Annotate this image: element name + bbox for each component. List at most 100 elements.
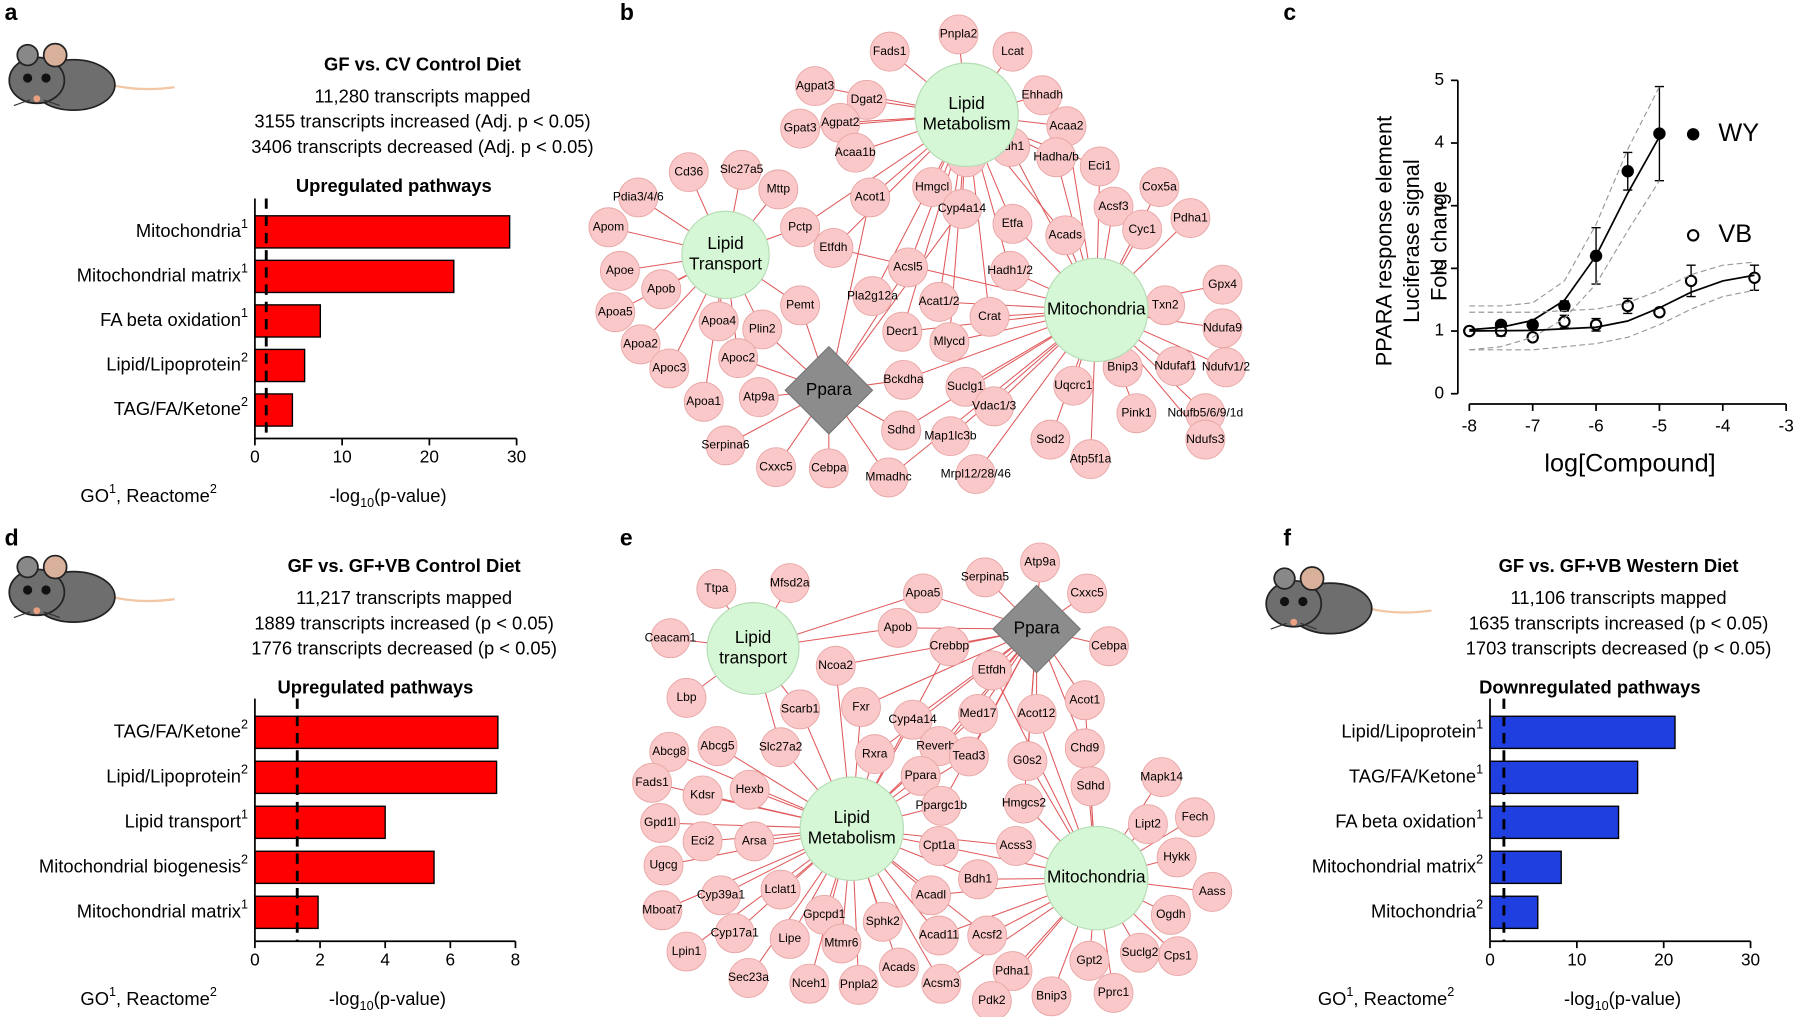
gene-node <box>921 963 962 1004</box>
hub-node <box>1044 257 1149 363</box>
gene-label: Etfdh <box>819 240 847 254</box>
text-sup: 1 <box>1346 985 1353 999</box>
gene-node <box>1045 215 1086 256</box>
fit-curve <box>1469 136 1661 331</box>
gene-node <box>1007 741 1048 782</box>
bar <box>254 850 435 885</box>
gene-label: Slc27a5 <box>720 162 764 176</box>
hub-label: Mitochondria <box>1047 298 1146 318</box>
text-part: Mitochondria <box>136 220 242 241</box>
category-label: Mitochondrial biogenesis2 <box>39 853 248 877</box>
pathway-heading: Downregulated pathways <box>1479 677 1700 698</box>
gene-label: Pnpla2 <box>840 977 878 991</box>
subtitle: 1635 transcripts increased (p < 0.05) <box>1469 612 1769 633</box>
x-tick-label: -4 <box>1715 416 1731 436</box>
x-tick-label: -6 <box>1588 416 1603 436</box>
gene-node <box>955 454 996 495</box>
gene-label: Bnip3 <box>1107 360 1138 374</box>
gene-label: Cyp4a14 <box>938 201 987 215</box>
gene-node <box>1150 894 1191 935</box>
text-sup: 1 <box>241 217 248 231</box>
gene-label: Bnip3 <box>1036 989 1067 1003</box>
text-sup: 2 <box>241 853 248 867</box>
category-label: Lipid/Lipoprotein2 <box>106 351 248 375</box>
gene-node <box>729 769 770 810</box>
category-label: FA beta oxidation1 <box>1335 808 1483 832</box>
y-tick-label: 4 <box>1435 132 1445 152</box>
text-sup: 1 <box>1476 763 1483 777</box>
gene-label: Plin2 <box>749 322 776 336</box>
gene-node <box>789 963 830 1004</box>
gene-label: Vdac1/3 <box>972 399 1017 413</box>
text-sup: 2 <box>1476 898 1483 912</box>
text-part: Lipid/Lipoprotein <box>106 353 241 374</box>
gene-node <box>919 825 959 866</box>
category-label: Mitochondrial matrix1 <box>77 898 248 922</box>
gene-node <box>698 301 739 342</box>
category-label: TAG/FA/Ketone2 <box>114 718 248 742</box>
category-label: Mitochondria2 <box>1371 898 1483 922</box>
text-sup: 1 <box>109 985 116 999</box>
gene-node <box>1070 439 1111 480</box>
y-axis-label: PPARA response element <box>1371 116 1396 366</box>
gene-label: Dgat2 <box>851 92 883 106</box>
legend-marker <box>1686 229 1700 242</box>
gene-node <box>971 650 1012 691</box>
gene-label: Hykk <box>1163 850 1191 864</box>
category-label: Mitochondrial matrix2 <box>1312 853 1483 877</box>
gene-label: Acsf3 <box>1098 199 1128 213</box>
gene-node <box>869 31 910 72</box>
gene-label: Rxra <box>862 746 888 760</box>
gene-node <box>852 276 893 317</box>
bar <box>254 393 294 427</box>
bar <box>254 259 455 294</box>
category-label: Lipid/Lipoprotein1 <box>1341 718 1483 742</box>
y-tick-label: 2 <box>1435 257 1445 277</box>
gene-label: Lipe <box>778 931 801 945</box>
panel-label: a <box>5 0 18 25</box>
panel-label: b <box>620 0 634 25</box>
gene-node <box>599 250 640 291</box>
gene-node <box>760 727 801 768</box>
hub-node <box>1044 825 1149 931</box>
gene-label: Eci2 <box>691 834 715 848</box>
bar <box>254 715 499 750</box>
gene-label: Cebpa <box>811 461 847 475</box>
gene-label: Pprc1 <box>1098 985 1130 999</box>
gene-label: Sod2 <box>1036 432 1064 446</box>
gene-node <box>912 167 953 208</box>
gene-node <box>1116 393 1157 434</box>
gene-label: Gpat3 <box>784 121 817 135</box>
gene-label: Lipt2 <box>1135 816 1161 830</box>
gene-node <box>642 890 683 931</box>
panel-label: f <box>1283 525 1291 551</box>
gene-node <box>1202 264 1243 305</box>
gene-label: Ndufv1/2 <box>1202 360 1251 374</box>
gene-label: Ndufs3 <box>1186 432 1224 446</box>
gene-label: Fads1 <box>873 44 907 58</box>
gene-node <box>841 687 881 728</box>
gene-node <box>643 845 684 886</box>
gene-label: Acot1 <box>1069 692 1100 706</box>
gene-node <box>758 169 799 210</box>
gene-node <box>632 762 673 803</box>
gene-label: Acads <box>1049 227 1082 241</box>
hub-node <box>992 584 1082 674</box>
gene-node <box>815 645 856 686</box>
text-sup: 1 <box>1476 808 1483 822</box>
bar <box>254 895 319 930</box>
gene-node <box>1141 757 1182 798</box>
gene-label: Apoa1 <box>686 394 721 408</box>
gene-node <box>1122 209 1163 250</box>
gene-label: Mlycd <box>934 334 965 348</box>
gene-node <box>919 281 959 322</box>
text-part: Mitochondrial matrix <box>77 264 241 285</box>
gene-label: Apoa4 <box>701 314 736 328</box>
gene-node <box>919 915 959 956</box>
gene-node <box>929 322 970 363</box>
text-part: Lipid/Lipoprotein <box>106 765 241 786</box>
y-tick-label: 3 <box>1435 194 1445 214</box>
gene-label: Ttpa <box>704 581 728 595</box>
chart-title: GF vs. GF+VB Control Diet <box>288 555 521 576</box>
